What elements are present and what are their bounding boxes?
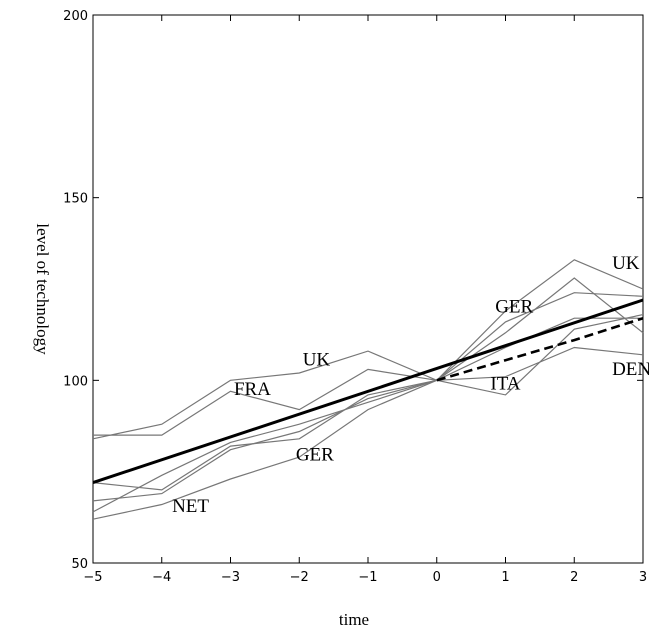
x-tick-label: −2 (290, 570, 309, 585)
y-tick-label: 50 (71, 557, 88, 572)
x-axis-title: time (339, 610, 369, 629)
x-tick-label: −3 (221, 570, 240, 585)
x-tick-label: −4 (152, 570, 171, 585)
y-tick-label: 150 (63, 192, 88, 207)
y-axis-ticks: 50 100 150 200 (63, 9, 643, 572)
series-line-2 (93, 278, 643, 435)
annotation-label: DEN (612, 359, 649, 380)
y-axis-title: level of technology (33, 223, 52, 355)
annotation-label: UK (303, 350, 331, 371)
x-tick-label: −1 (358, 570, 377, 585)
annotation-label: FRA (234, 379, 271, 400)
x-tick-label: 3 (639, 570, 647, 585)
annotation-label: GER (296, 445, 334, 466)
y-tick-label: 100 (63, 374, 88, 389)
x-axis-ticks: −5 −4 −3 −2 −1 0 1 2 3 (83, 15, 647, 585)
y-tick-label: 200 (63, 9, 88, 24)
annotation-label: ITA (490, 373, 520, 394)
x-tick-label: 1 (501, 570, 509, 585)
series-line-5 (93, 348, 643, 512)
annotation-label: UK (612, 253, 640, 274)
annotation-label: NET (172, 496, 209, 517)
series-line-1 (93, 260, 643, 439)
series-line-7 (93, 300, 643, 483)
x-tick-label: −5 (83, 570, 102, 585)
x-tick-label: 2 (570, 570, 578, 585)
annotation-label: GER (495, 297, 533, 318)
x-tick-label: 0 (433, 570, 441, 585)
series-group (93, 260, 643, 519)
